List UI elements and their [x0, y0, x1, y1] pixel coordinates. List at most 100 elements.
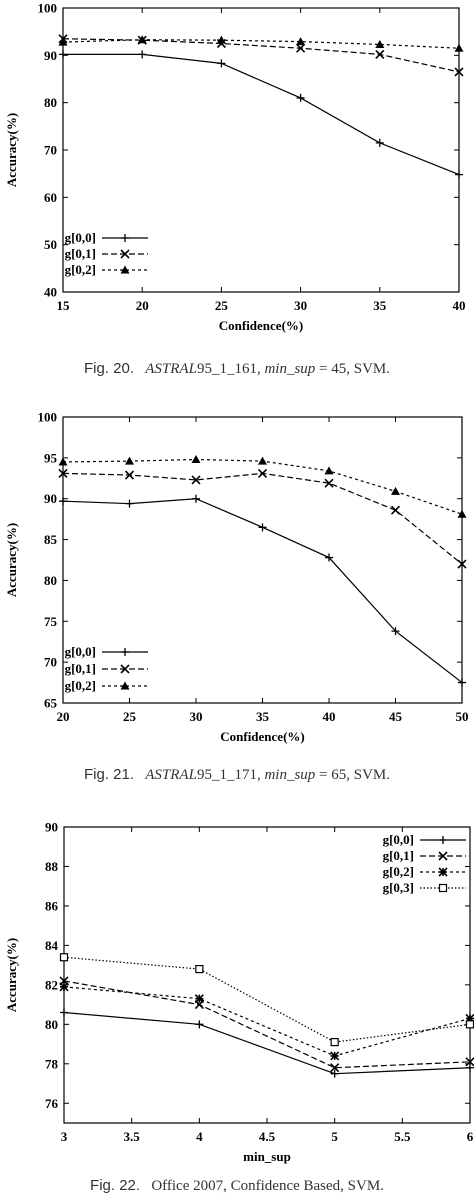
- caption-dataset: ASTRAL: [145, 767, 197, 783]
- data-point: [455, 170, 463, 179]
- x-tick-label: 25: [123, 709, 137, 724]
- x-tick-label: 6: [467, 1129, 474, 1144]
- data-point: [258, 523, 267, 532]
- data-point: [375, 138, 384, 147]
- chart-fig21: 65 70 75 80 85 90 95 100 20 25 30 35 40 45 50 Confidenc…: [4, 410, 469, 745]
- y-tick-label: 40: [44, 285, 57, 300]
- y-tick-label: 88: [45, 859, 59, 874]
- legend-marker: [121, 234, 129, 242]
- y-tick-label: 80: [44, 573, 57, 588]
- series-0: g[0,0]: [59, 494, 466, 687]
- series-line: [62, 458, 463, 515]
- legend-label: g[0,2]: [65, 678, 96, 693]
- x-tick-label: 15: [57, 298, 71, 313]
- series-line: [63, 980, 471, 1069]
- caption-dataset-rest: 95_1_171,: [196, 767, 261, 783]
- caption-tail: SVM.: [350, 767, 391, 783]
- caption-dataset-rest: 95_1_161,: [196, 361, 261, 377]
- data-point: [125, 456, 134, 465]
- data-point: [457, 559, 467, 569]
- legend-marker: [120, 265, 130, 274]
- data-point: [195, 964, 204, 974]
- x-axis-label: Confidence(%): [219, 318, 304, 333]
- data-point: [391, 486, 400, 495]
- y-tick-label: 76: [45, 1096, 59, 1111]
- series-line: [63, 1011, 471, 1075]
- data-point: [330, 1069, 339, 1078]
- caption-eq: = 65,: [315, 767, 350, 783]
- legend-label: g[0,0]: [65, 230, 96, 245]
- series-line: [63, 956, 471, 1043]
- legend-label: g[0,1]: [65, 661, 96, 676]
- data-point: [58, 37, 68, 46]
- series-0: g[0,0]: [59, 50, 463, 245]
- y-tick-label: 85: [44, 532, 58, 547]
- y-tick-label: 84: [45, 938, 59, 953]
- plot-frame: [62, 7, 460, 293]
- y-tick-label: 80: [45, 1017, 58, 1032]
- series-1: g[0,1]: [58, 468, 467, 676]
- legend-label: g[0,3]: [383, 880, 414, 895]
- series-0: g[0,0]: [60, 832, 474, 1078]
- x-tick-label: 35: [373, 298, 387, 313]
- data-point: [194, 994, 204, 1004]
- data-point: [390, 505, 401, 515]
- caption-label: Fig. 21.: [83, 766, 134, 783]
- series-2: g[0,2]: [58, 454, 467, 693]
- series-line: [62, 472, 463, 565]
- data-point: [330, 1037, 339, 1047]
- y-tick-label: 95: [44, 450, 58, 465]
- x-tick-label: 30: [190, 709, 203, 724]
- series-line: [63, 986, 471, 1057]
- data-point: [137, 35, 147, 44]
- y-tick-label: 50: [44, 237, 57, 252]
- x-tick-label: 20: [57, 709, 70, 724]
- caption-tail: SVM.: [350, 361, 391, 377]
- x-axis-label: Confidence(%): [220, 729, 305, 744]
- data-point: [191, 454, 201, 463]
- data-point: [58, 468, 68, 478]
- x-axis-label: min_sup: [243, 1149, 291, 1164]
- data-point: [217, 59, 226, 68]
- legend-marker: [438, 851, 448, 861]
- data-point: [465, 1020, 474, 1029]
- data-point: [58, 457, 68, 466]
- y-tick-label: 90: [45, 820, 58, 835]
- legend-label: g[0,1]: [65, 246, 96, 261]
- data-point: [59, 50, 67, 59]
- y-tick-label: 100: [38, 410, 58, 425]
- data-point: [192, 494, 200, 503]
- data-point: [324, 478, 334, 488]
- y-tick-label: 90: [44, 48, 57, 63]
- data-point: [59, 497, 67, 506]
- data-point: [257, 468, 268, 478]
- caption-dataset: ASTRAL: [145, 361, 197, 377]
- legend-marker: [438, 883, 448, 893]
- chart-fig22: 76 78 80 82 84 86 88 90 3 3.5 4 4.5 5 5.5 6 min_sup Accu…: [4, 820, 474, 1164]
- caption-eq: = 45,: [315, 361, 350, 377]
- data-point: [296, 37, 306, 46]
- legend-label: g[0,0]: [65, 644, 96, 659]
- y-tick-label: 80: [44, 95, 57, 110]
- x-tick-label: 35: [256, 709, 270, 724]
- data-point: [454, 67, 464, 77]
- y-tick-label: 86: [45, 898, 59, 913]
- x-tick-label: 3.5: [124, 1129, 141, 1144]
- x-tick-label: 5.5: [394, 1129, 411, 1144]
- caption-label: Fig. 20.: [83, 360, 134, 377]
- legend-label: g[0,1]: [383, 848, 414, 863]
- data-point: [391, 627, 400, 636]
- x-tick-label: 40: [453, 298, 466, 313]
- legend-marker: [120, 249, 130, 259]
- y-axis-label: Accuracy(%): [4, 113, 19, 187]
- legend-marker: [438, 867, 448, 877]
- legend-label: g[0,0]: [383, 832, 414, 847]
- data-point: [258, 456, 267, 465]
- y-tick-label: 70: [44, 655, 57, 670]
- chart-fig20: 40 50 60 70 80 90 100 15 20 25 30 35 40 Confidence(%)…: [4, 1, 466, 334]
- y-tick-label: 60: [44, 190, 57, 205]
- data-point: [60, 1008, 68, 1017]
- data-point: [458, 678, 466, 687]
- x-tick-label: 30: [294, 298, 307, 313]
- data-point: [375, 49, 385, 59]
